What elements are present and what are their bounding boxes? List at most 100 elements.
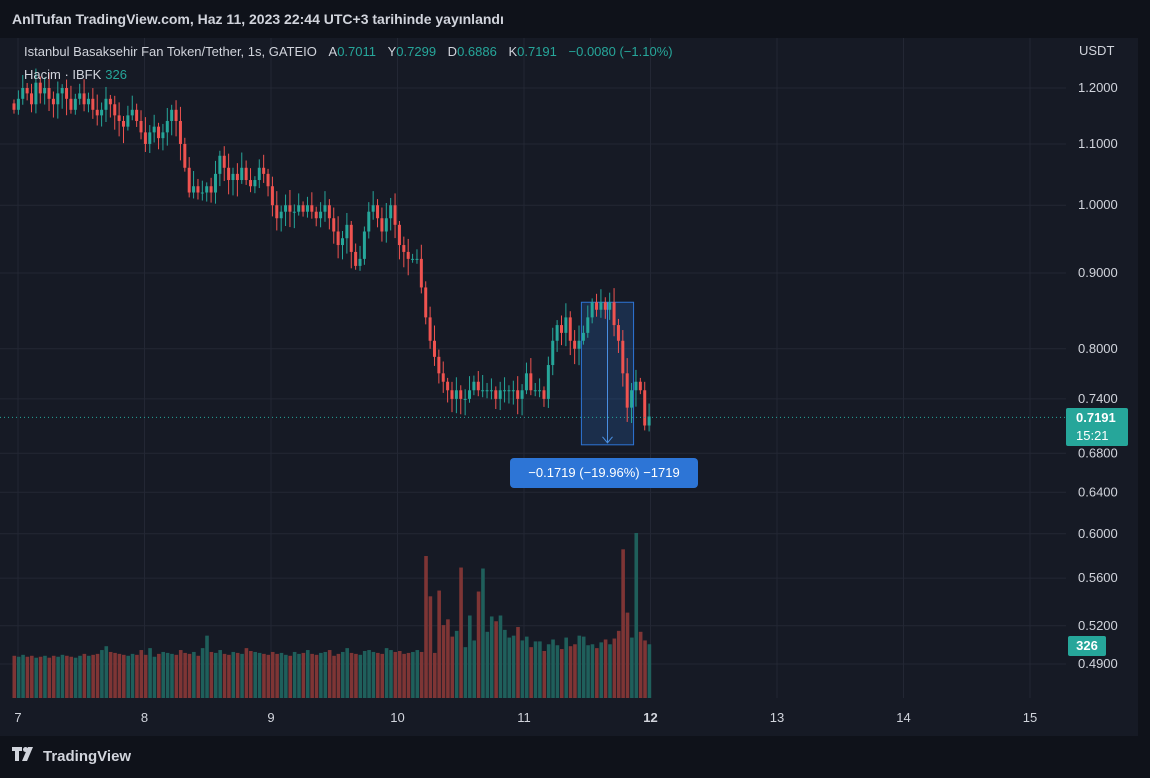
volume-bar <box>511 635 516 698</box>
currency-label: USDT <box>1079 43 1115 58</box>
candle-body <box>581 332 585 341</box>
volume-bar <box>520 640 525 698</box>
candle-body <box>358 258 362 266</box>
volume-bar <box>275 653 279 698</box>
volume-bar <box>227 654 231 698</box>
candle-body <box>95 109 99 116</box>
candle-body <box>200 192 204 194</box>
candle-body <box>60 88 64 94</box>
candle-body <box>520 390 524 399</box>
volume-bar <box>30 655 34 698</box>
price-chart[interactable]: 1.2000 1.1000 1.0000 0.9000 0.8000 0.7400 0.68… <box>0 38 1138 736</box>
volume-bar <box>424 556 428 698</box>
volume-bar <box>183 652 187 698</box>
tradingview-brand[interactable]: TradingView <box>12 740 131 774</box>
volume-bar <box>560 649 564 698</box>
volume-bar <box>459 567 463 698</box>
volume-bar <box>332 655 336 698</box>
volume-bar <box>358 654 363 698</box>
volume-bar <box>135 654 139 698</box>
candle-body <box>218 155 222 174</box>
candle-body <box>428 317 432 341</box>
close-label: K <box>508 44 518 59</box>
volume-bar <box>616 630 621 698</box>
tradingview-logo-icon <box>12 740 38 774</box>
bar-countdown: 15:21 <box>1076 428 1109 443</box>
volume-bar <box>389 650 393 698</box>
volume-bar <box>577 635 582 698</box>
x-tick-label: 7 <box>14 710 21 725</box>
candle-body <box>621 340 625 374</box>
volume-bar <box>446 619 450 698</box>
volume-bar <box>450 636 455 698</box>
volume-bar <box>397 650 402 698</box>
volume-bar <box>161 651 166 698</box>
candle-body <box>402 245 406 252</box>
chart-panel[interactable]: 1.2000 1.1000 1.0000 0.9000 0.8000 0.7400 0.68… <box>0 38 1138 736</box>
volume-bar <box>43 655 47 698</box>
candle-body <box>73 98 77 110</box>
candle-body <box>577 340 581 349</box>
volume-bar <box>253 651 257 698</box>
volume-bar <box>507 637 512 698</box>
candle-body <box>100 109 104 116</box>
candle-body <box>38 82 42 94</box>
x-tick-label: 12 <box>643 710 657 725</box>
volume-bar <box>555 645 560 698</box>
brand-name: TradingView <box>43 748 132 765</box>
volume-bar <box>47 657 52 698</box>
measure-label[interactable]: −0.1719 (−19.96%) −1719 <box>510 458 698 488</box>
volume-bar <box>122 654 126 698</box>
volume-bar <box>56 656 60 698</box>
volume-bar <box>279 652 284 698</box>
candle-body <box>170 109 174 121</box>
candle-body <box>345 224 349 239</box>
volume-bar <box>196 655 201 698</box>
y-tick-label: 0.6800 <box>1078 445 1118 460</box>
volume-bar <box>489 616 494 698</box>
volume-bar <box>218 650 222 698</box>
volume-bar <box>590 644 595 698</box>
volume-bar <box>485 631 490 698</box>
volume-bar <box>568 646 573 698</box>
candle-body <box>380 218 384 232</box>
candle-body <box>253 180 257 187</box>
volume-bar <box>270 651 275 698</box>
candle-body <box>612 302 616 326</box>
candle-body <box>441 373 445 382</box>
candle-body <box>187 167 191 193</box>
volume-bar <box>516 627 520 698</box>
candle-body <box>362 231 366 259</box>
candle-body <box>288 205 292 212</box>
volume-bar <box>104 646 109 698</box>
candle-body <box>485 390 489 392</box>
volume-bar <box>108 651 113 698</box>
candle-body <box>12 103 16 110</box>
volume-bar <box>411 651 415 698</box>
volume-bar <box>498 615 503 698</box>
volume-bar <box>349 652 354 698</box>
volume-bar <box>402 653 406 698</box>
candle-body <box>266 173 270 187</box>
close-value: 0.7191 <box>517 44 557 59</box>
candle-body <box>573 340 577 349</box>
volume-bar <box>178 650 183 698</box>
measure-arrowhead <box>602 436 613 444</box>
high-value: 0.7299 <box>396 44 437 59</box>
candle-body <box>34 82 38 105</box>
volume-bar <box>288 655 293 698</box>
candle-body <box>213 173 217 193</box>
volume-bar <box>608 644 612 698</box>
last-price-tag: 0.7191 15:21 <box>1066 408 1128 446</box>
volume-bar <box>249 650 253 698</box>
open-value: 0.7011 <box>337 44 376 59</box>
volume-bar <box>468 615 472 698</box>
candle-body <box>231 173 235 181</box>
volume-bar <box>441 625 446 698</box>
candle-body <box>384 218 388 232</box>
volume-bar <box>551 639 555 698</box>
volume-bar <box>143 654 148 698</box>
candle-body <box>240 167 244 181</box>
volume-bar <box>187 653 192 698</box>
volume-bar <box>384 648 389 698</box>
